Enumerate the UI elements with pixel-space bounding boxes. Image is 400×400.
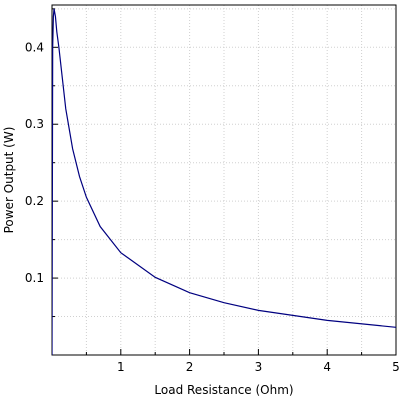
x-axis-title: Load Resistance (Ohm) [154, 383, 293, 397]
y-tick-label: 0.1 [25, 271, 44, 285]
axis-ticks [52, 8, 363, 355]
tick-labels: 1 2 3 4 5 0.1 0.2 0.3 0.4 [25, 40, 400, 374]
y-axis-title: Power Output (W) [2, 127, 16, 234]
y-tick-label: 0.4 [25, 40, 44, 54]
y-tick-label: 0.3 [25, 117, 44, 131]
power-curve-line [52, 8, 396, 355]
grid [52, 5, 396, 355]
x-tick-label: 2 [186, 360, 194, 374]
x-tick-label: 3 [255, 360, 263, 374]
y-tick-label: 0.2 [25, 194, 44, 208]
series [52, 8, 396, 355]
x-tick-label: 5 [392, 360, 400, 374]
x-tick-label: 1 [117, 360, 125, 374]
x-tick-label: 4 [323, 360, 331, 374]
